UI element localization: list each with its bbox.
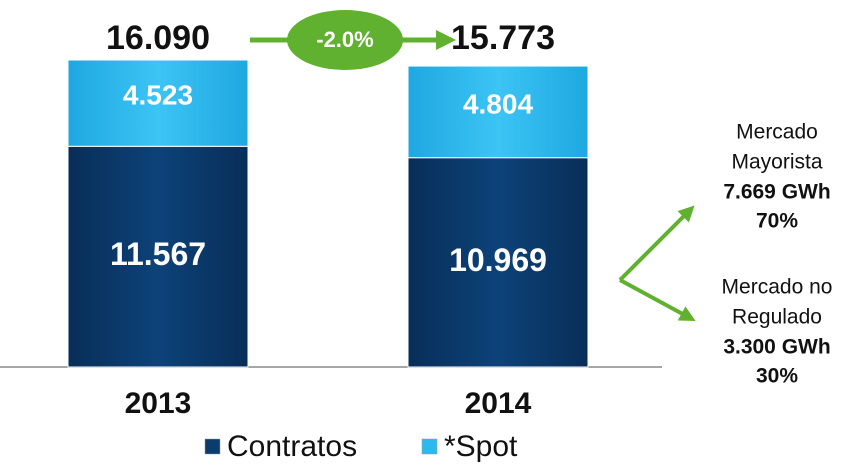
total-label: 16.090 (106, 19, 210, 57)
legend-label: *Spot (444, 430, 518, 463)
annotation-text: Mercado (736, 121, 818, 144)
x-tick-label: 2014 (465, 387, 532, 420)
change-badge (287, 10, 403, 70)
bar-segment (67, 59, 249, 147)
legend-swatch (204, 438, 221, 455)
annotation-amount: 7.669 GWh (723, 181, 830, 204)
value-label: 11.567 (110, 236, 206, 272)
bar-segment (67, 145, 249, 368)
annotation-share: 70% (756, 210, 798, 233)
value-label: 4.523 (123, 80, 193, 111)
x-tick-label: 2013 (125, 387, 192, 420)
bar-segment (407, 65, 589, 159)
bar-segment (407, 157, 589, 368)
annotation-text: Mayorista (731, 151, 822, 174)
annotation-text: Regulado (732, 306, 822, 329)
value-label: 4.804 (463, 88, 533, 119)
legend-swatch (421, 438, 438, 455)
annotation-share: 30% (756, 365, 798, 388)
legend-label: Contratos (227, 430, 357, 463)
annotation-text: Mercado no (722, 276, 833, 299)
change-label: -2.0% (316, 27, 373, 52)
split-arrow (619, 278, 696, 322)
annotation-amount: 3.300 GWh (723, 336, 830, 359)
value-label: 10.969 (449, 242, 547, 278)
total-label: 15.773 (451, 19, 555, 57)
split-arrow (618, 205, 695, 282)
